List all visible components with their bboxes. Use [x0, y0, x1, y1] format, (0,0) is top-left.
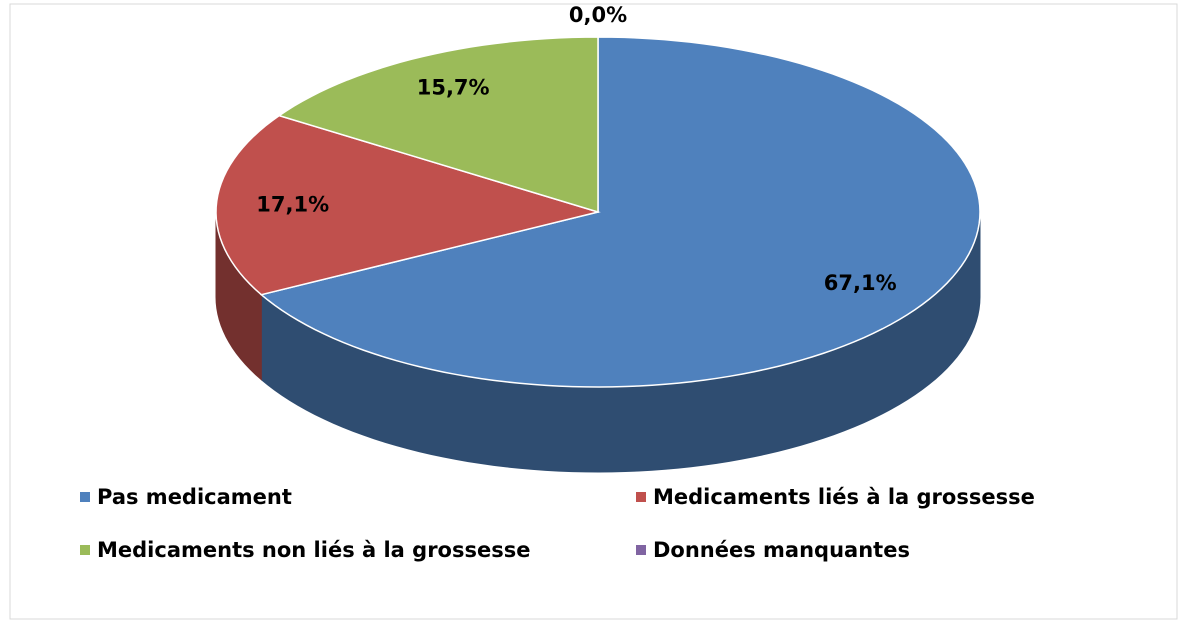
legend-swatch [636, 545, 646, 555]
legend-swatch [80, 492, 90, 502]
pie-slice [215, 114, 601, 296]
data-label: 67,1% [824, 271, 897, 295]
legend-label: Données manquantes [653, 538, 910, 562]
data-label: 17,1% [256, 193, 329, 217]
legend-label: Medicaments liés à la grossesse [653, 485, 1035, 509]
data-label: 0,0% [569, 3, 627, 27]
legend-label: Medicaments non liés à la grossesse [97, 538, 530, 562]
pie-slice [277, 36, 599, 214]
data-label: 15,7% [417, 76, 490, 100]
legend-swatch [636, 492, 646, 502]
legend-label: Pas medicament [97, 485, 292, 509]
pie-slice [259, 36, 981, 388]
legend-swatch [80, 545, 90, 555]
